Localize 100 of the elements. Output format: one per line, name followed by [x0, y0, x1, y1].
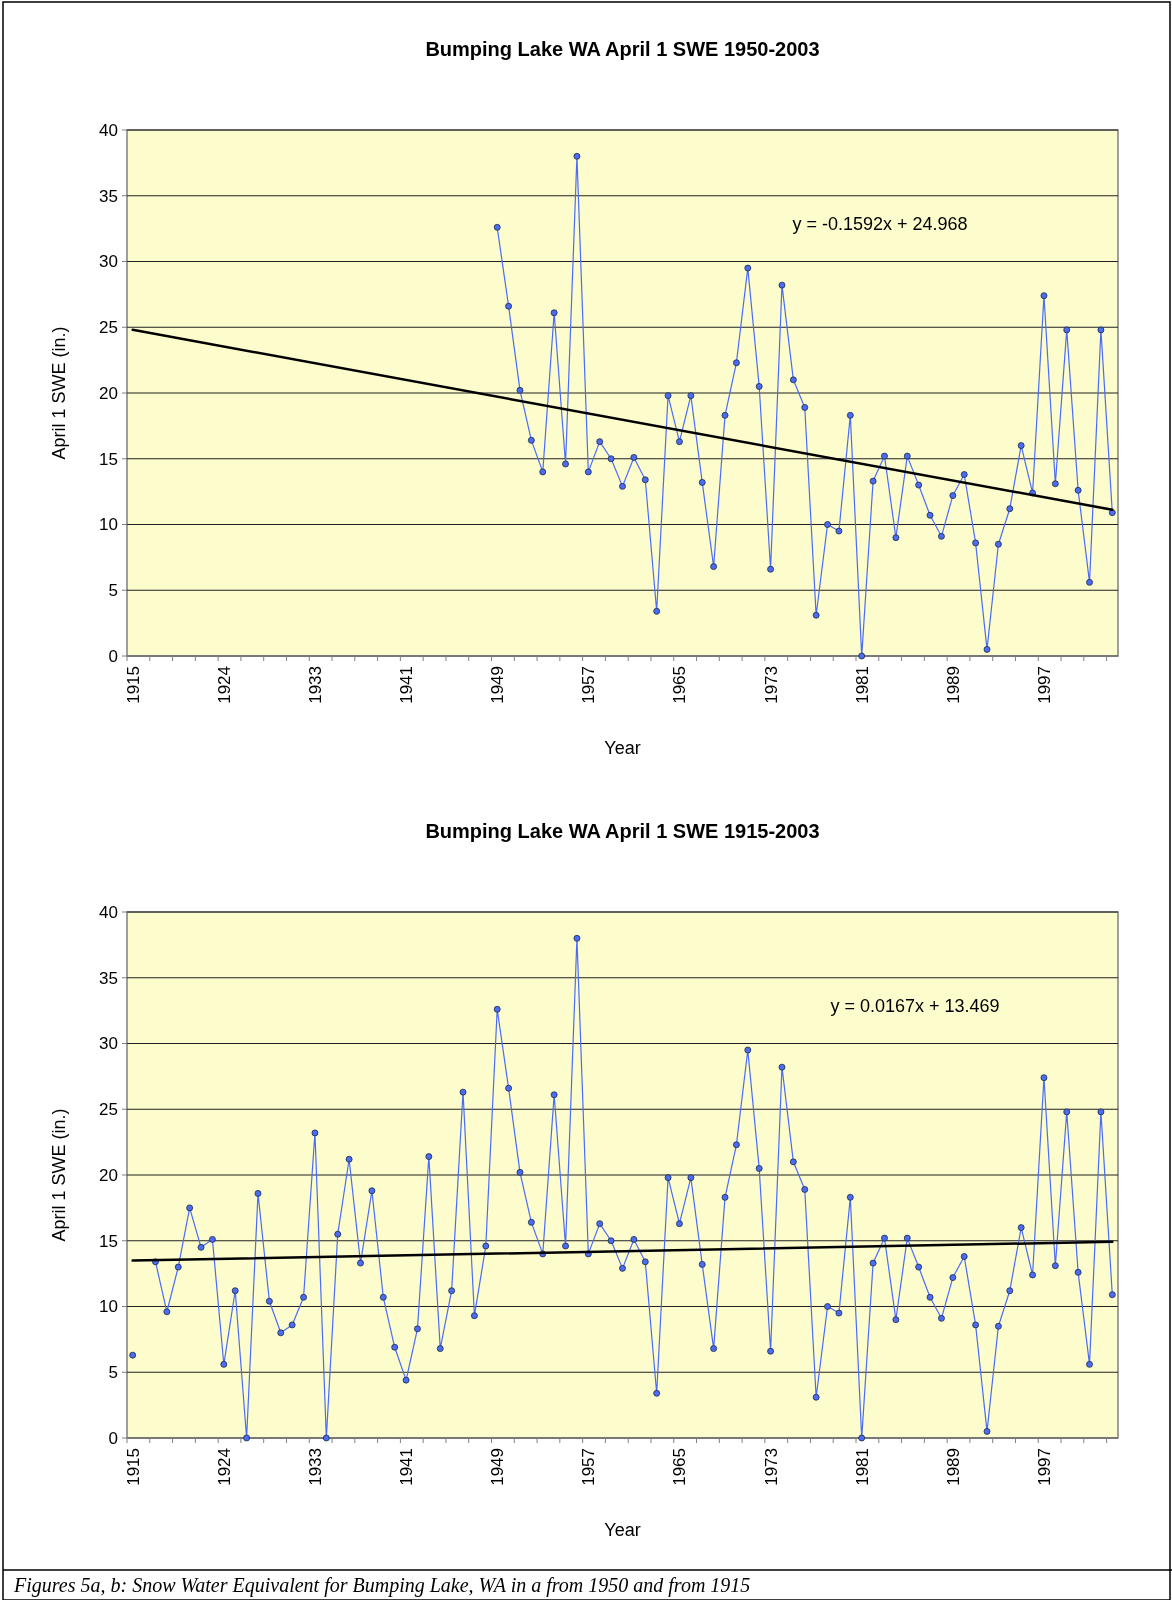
y-tick-label: 40: [99, 902, 118, 922]
point: [835, 527, 843, 535]
y-tick-label: 10: [99, 1297, 118, 1317]
y-tick-label: 30: [99, 1034, 118, 1054]
x-tick-label: 1997: [1034, 1448, 1054, 1486]
point: [767, 565, 774, 573]
point: [493, 223, 501, 231]
point: [607, 455, 615, 463]
y-tick-label: 30: [99, 252, 118, 272]
x-tick-label: 1973: [761, 666, 781, 704]
point: [619, 482, 626, 490]
point: [801, 404, 809, 411]
point: [858, 652, 866, 660]
y-tick-label: 0: [108, 1428, 118, 1448]
point: [1108, 509, 1116, 517]
y-tick-label: 35: [99, 186, 118, 206]
x-tick-label: 1957: [579, 666, 599, 704]
x-tick-label: 1965: [670, 666, 690, 704]
point: [983, 646, 991, 653]
point: [1097, 326, 1105, 334]
x-tick-label: 1981: [852, 1448, 872, 1486]
x-tick-label: 1915: [123, 666, 143, 704]
y-tick-label: 5: [108, 1363, 118, 1383]
point: [664, 392, 672, 400]
x-tick-label: 1981: [852, 666, 872, 704]
point: [687, 392, 695, 400]
y-tick-label: 15: [99, 1231, 118, 1251]
point: [812, 611, 820, 619]
y-tick-label: 15: [99, 449, 118, 469]
point: [1051, 480, 1059, 488]
point: [938, 532, 945, 540]
point: [915, 481, 923, 489]
annotation: y = 0.0167x + 13.469: [830, 996, 1000, 1016]
point: [573, 152, 581, 160]
point: [721, 411, 729, 419]
point: [505, 302, 512, 310]
point: [744, 264, 752, 272]
point: [653, 607, 661, 615]
x-axis-title: Year: [604, 738, 641, 758]
point: [698, 479, 706, 486]
point: [596, 438, 604, 446]
point: [846, 411, 854, 419]
x-tick-label: 1965: [670, 1448, 690, 1486]
point: [1040, 292, 1048, 300]
point: [881, 452, 888, 460]
point: [949, 492, 957, 499]
point: [630, 454, 638, 461]
x-axis-title: Year: [604, 1520, 641, 1540]
y-tick-label: 25: [99, 1100, 118, 1120]
point: [676, 438, 683, 446]
x-tick-label: 1949: [488, 1448, 508, 1486]
point: [755, 383, 763, 390]
y-tick-label: 40: [99, 120, 118, 140]
point: [527, 436, 535, 444]
y-tick-label: 25: [99, 318, 118, 338]
x-tick-label: 1924: [214, 1448, 234, 1486]
y-axis-title: April 1 SWE (in.): [49, 326, 69, 460]
point: [926, 511, 934, 519]
x-tick-label: 1973: [761, 1448, 781, 1486]
text: Figures 5a, b: Snow Water Equivalent for Bumping Lake, WA in a from 1950 and from 1915: [13, 1574, 751, 1597]
point: [562, 460, 569, 468]
y-tick-label: 20: [99, 383, 118, 403]
x-tick-label: 1997: [1034, 666, 1054, 704]
point: [516, 386, 524, 394]
point: [1063, 326, 1071, 334]
point: [1017, 442, 1025, 449]
x-tick-label: 1957: [579, 1448, 599, 1486]
annotation: y = -0.1592x + 24.968: [792, 214, 968, 234]
point: [972, 539, 980, 547]
point: [1086, 578, 1093, 586]
point: [824, 521, 831, 528]
x-tick-label: 1941: [397, 1448, 417, 1486]
point: [1074, 486, 1082, 494]
point: [789, 376, 797, 384]
chart-title: Bumping Lake WA April 1 SWE 1915-2003: [425, 820, 820, 842]
point: [903, 452, 911, 460]
y-tick-label: 20: [99, 1165, 118, 1185]
point: [869, 477, 877, 485]
x-tick-label: 1941: [397, 666, 417, 704]
point: [733, 359, 740, 367]
x-tick-label: 1933: [305, 666, 325, 704]
x-tick-label: 1915: [123, 1448, 143, 1486]
point: [539, 468, 547, 476]
chart-title: Bumping Lake WA April 1 SWE 1950-2003: [425, 38, 820, 60]
point: [960, 471, 968, 478]
point: [995, 540, 1002, 548]
x-tick-label: 1924: [214, 666, 234, 704]
x-tick-label: 1949: [488, 666, 508, 704]
point: [710, 563, 718, 570]
x-tick-label: 1989: [943, 1448, 963, 1486]
x-tick-label: 1933: [305, 1448, 325, 1486]
point: [550, 309, 558, 317]
y-tick-label: 10: [99, 515, 118, 535]
x-tick-label: 1989: [943, 666, 963, 704]
point: [641, 476, 649, 484]
point: [778, 281, 786, 289]
y-axis-title: April 1 SWE (in.): [49, 1108, 69, 1242]
point: [1006, 505, 1014, 513]
y-tick-label: 0: [108, 646, 118, 666]
point: [892, 534, 900, 542]
